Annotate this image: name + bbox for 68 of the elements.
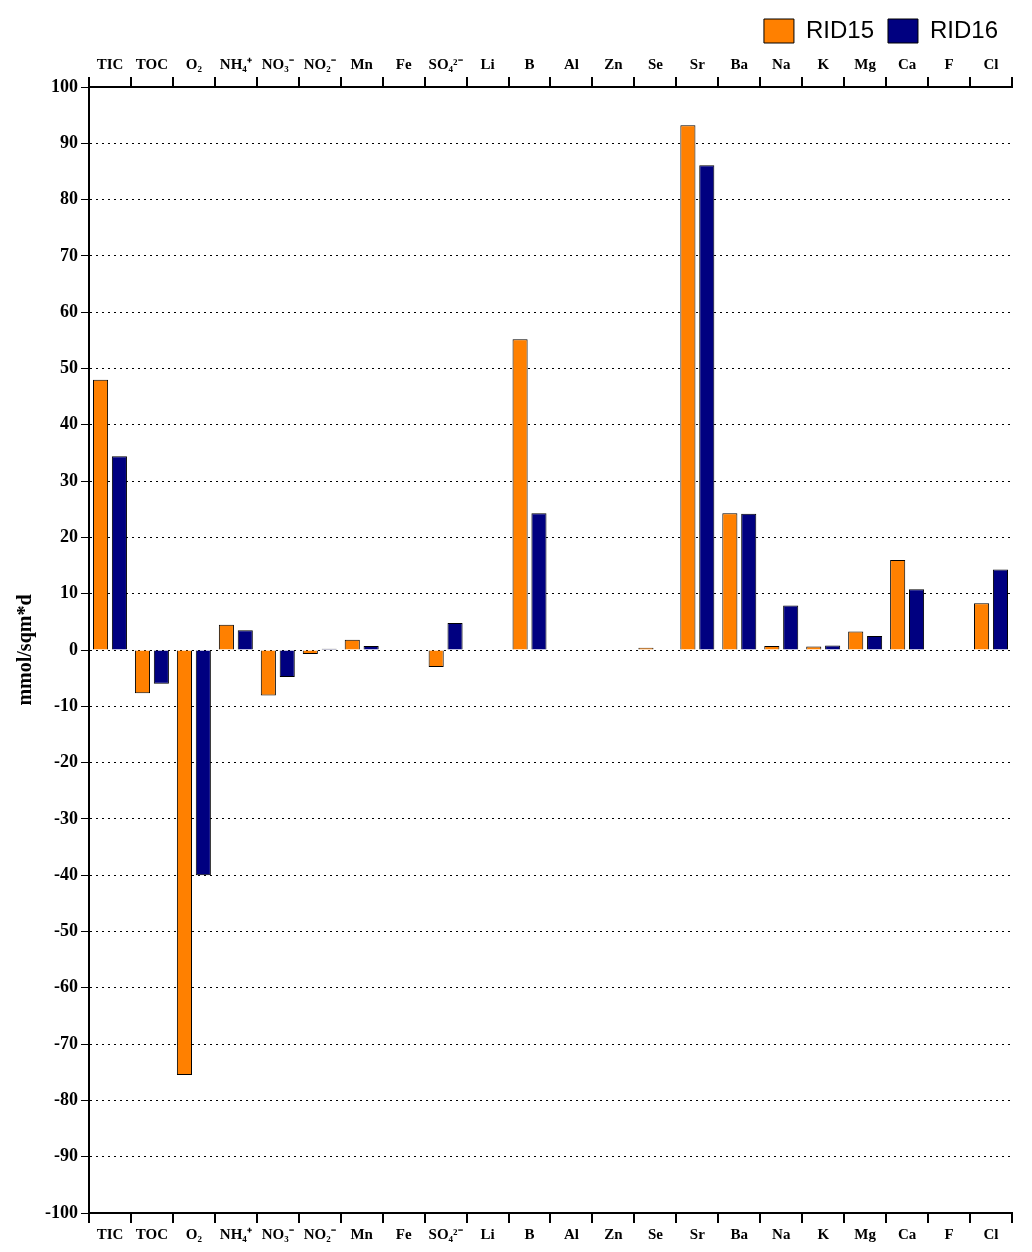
y-tick-label: -50 bbox=[53, 920, 78, 941]
y-tick-label: -20 bbox=[53, 751, 78, 772]
y-tick-label: 50 bbox=[59, 357, 78, 378]
y-tick-label: -60 bbox=[53, 976, 78, 997]
x-tick-label: Cl bbox=[983, 1225, 999, 1242]
x-tick-label: NO₃⁻ bbox=[261, 1225, 294, 1242]
category-label: Li bbox=[480, 55, 495, 72]
legend-label: RID15 bbox=[805, 15, 874, 43]
category-label: Se bbox=[647, 55, 663, 72]
x-tick-label: F bbox=[944, 1225, 954, 1242]
category-label: B bbox=[524, 55, 535, 72]
category-label: Na bbox=[772, 55, 791, 72]
category-label: Zn bbox=[604, 55, 623, 72]
category-label: Cl bbox=[983, 55, 999, 72]
y-tick-label: 0 bbox=[68, 638, 78, 659]
x-tick-label: Ca bbox=[897, 1225, 917, 1242]
y-tick-label: -80 bbox=[53, 1089, 78, 1110]
category-label: Fe bbox=[395, 55, 412, 72]
x-tick-label: Mn bbox=[350, 1225, 374, 1242]
y-tick-label: -90 bbox=[53, 1145, 78, 1166]
y-tick-label: 80 bbox=[59, 188, 78, 209]
x-tick-label: TIC bbox=[96, 1225, 124, 1242]
y-tick-label: 60 bbox=[59, 300, 78, 321]
x-tick-label: Ba bbox=[730, 1225, 749, 1242]
y-tick-label: 90 bbox=[59, 131, 78, 152]
category-label: Mg bbox=[854, 55, 876, 72]
x-tick-label: SO₄²⁻ bbox=[428, 1225, 463, 1242]
y-tick-label: 100 bbox=[50, 75, 78, 96]
category-label: TOC bbox=[135, 55, 169, 72]
category-label: Sr bbox=[689, 55, 705, 72]
category-label: Ca bbox=[897, 55, 917, 72]
x-tick-label: Zn bbox=[604, 1225, 624, 1242]
x-tick-label: NO₂⁻ bbox=[303, 1225, 336, 1242]
x-tick-label: Fe bbox=[395, 1225, 412, 1242]
category-label: Mn bbox=[350, 55, 373, 72]
y-tick-label: 10 bbox=[59, 582, 78, 603]
y-tick-label: -30 bbox=[53, 807, 78, 828]
x-tick-label: Se bbox=[647, 1225, 664, 1242]
x-tick-label: NH₄⁺ bbox=[219, 1225, 252, 1242]
x-tick-label: Na bbox=[772, 1225, 791, 1242]
x-tick-label: TOC bbox=[135, 1225, 169, 1242]
x-tick-label: K bbox=[817, 1225, 830, 1242]
category-label: K bbox=[817, 55, 830, 72]
category-label: O₂ bbox=[185, 55, 202, 72]
category-label: NH₄⁺ bbox=[219, 55, 252, 72]
x-tick-label: Al bbox=[563, 1225, 579, 1242]
category-label: Al bbox=[563, 55, 579, 72]
legend-label: RID16 bbox=[929, 15, 998, 43]
x-tick-label: Sr bbox=[689, 1225, 706, 1242]
y-tick-label: 20 bbox=[59, 526, 78, 547]
y-tick-label: 70 bbox=[59, 244, 78, 265]
y-tick-label: -10 bbox=[53, 694, 78, 715]
x-tick-label: O₂ bbox=[185, 1225, 203, 1242]
y-tick-label: 40 bbox=[59, 413, 78, 434]
category-label: NO₂⁻ bbox=[303, 55, 336, 72]
y-tick-label: -40 bbox=[53, 863, 78, 884]
category-label: Ba bbox=[730, 55, 749, 72]
y-tick-label: -100 bbox=[44, 1201, 78, 1222]
category-label: SO₄²⁻ bbox=[428, 55, 463, 72]
x-tick-label: B bbox=[524, 1225, 535, 1242]
category-label: F bbox=[944, 55, 954, 72]
category-label: TIC bbox=[96, 55, 124, 72]
x-tick-label: Mg bbox=[854, 1225, 877, 1242]
y-tick-label: -70 bbox=[53, 1032, 78, 1053]
category-label: NO₃⁻ bbox=[261, 55, 294, 72]
x-tick-label: Li bbox=[480, 1225, 495, 1242]
y-axis-title: mmol/sqm*d bbox=[13, 594, 37, 706]
y-tick-label: 30 bbox=[59, 469, 78, 490]
